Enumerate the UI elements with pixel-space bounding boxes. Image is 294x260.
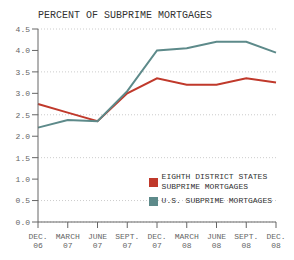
svg-text:DEC.07: DEC.07 xyxy=(147,232,166,250)
svg-text:SEPT.07: SEPT.07 xyxy=(115,232,139,250)
svg-text:1.0: 1.0 xyxy=(16,175,31,184)
svg-text:4.0: 4.0 xyxy=(16,46,31,55)
svg-text:MARCH07: MARCH07 xyxy=(56,232,80,250)
html-text:PERCENT OF SUBPRIME MORTGAGES: PERCENT OF SUBPRIME MORTGAGES xyxy=(38,10,212,21)
svg-text:2.0: 2.0 xyxy=(16,132,31,141)
svg-text:0.0: 0.0 xyxy=(16,218,31,227)
svg-text:SEPT.08: SEPT.08 xyxy=(234,232,258,250)
svg-text:3.0: 3.0 xyxy=(16,89,31,98)
html-text:U.S. SUBPRIME MORTGAGES: U.S. SUBPRIME MORTGAGES xyxy=(161,196,272,205)
html-text:EIGHTH DISTRICT STATES SUBPRIM: EIGHTH DISTRICT STATES SUBPRIME MORTGAGE… xyxy=(161,172,268,191)
svg-text:3.5: 3.5 xyxy=(16,68,31,77)
svg-text:DEC.06: DEC.06 xyxy=(28,232,47,250)
svg-text:DEC.08: DEC.08 xyxy=(266,232,285,250)
svg-text:0.5: 0.5 xyxy=(16,196,31,205)
svg-text:JUNE08: JUNE08 xyxy=(207,232,226,250)
svg-text:JUNE07: JUNE07 xyxy=(88,232,107,250)
svg-text:1.5: 1.5 xyxy=(16,154,31,163)
svg-text:2.5: 2.5 xyxy=(16,111,31,120)
svg-text:4.5: 4.5 xyxy=(16,25,31,34)
svg-text:MARCH08: MARCH08 xyxy=(175,232,199,250)
